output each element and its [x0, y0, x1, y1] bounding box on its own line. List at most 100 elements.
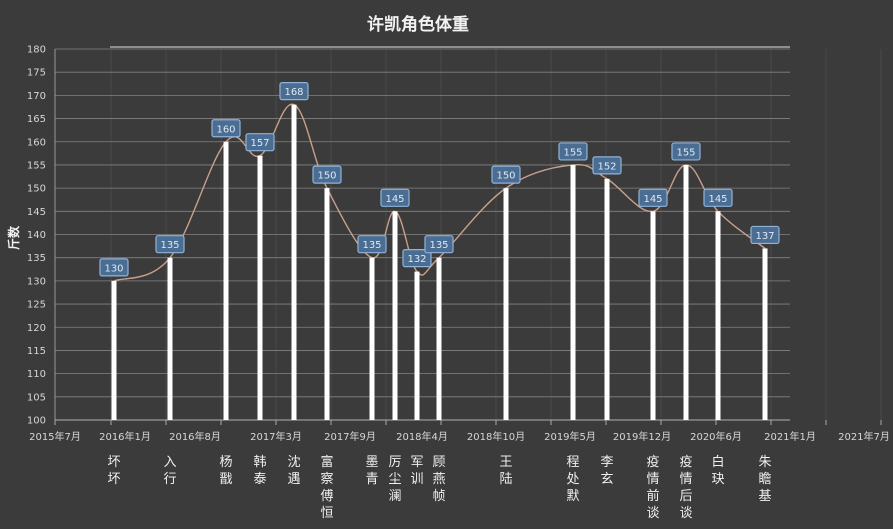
y-tick-label: 120 — [27, 323, 46, 334]
data-label-box — [592, 156, 622, 175]
data-label: 155 — [558, 142, 588, 161]
data-label-text: 135 — [362, 240, 381, 251]
category-label: 白玦 — [711, 454, 724, 487]
bar — [291, 104, 297, 421]
y-tick-label: 115 — [27, 346, 46, 357]
bar — [762, 248, 768, 420]
data-label: 135 — [357, 235, 387, 254]
category-label: 韩泰 — [253, 455, 266, 487]
bar — [436, 257, 442, 420]
data-label-text: 160 — [216, 124, 235, 135]
category-label: 厉尘澜 — [388, 455, 401, 504]
grid — [54, 46, 882, 421]
data-label-text: 150 — [496, 171, 515, 182]
data-label-box — [424, 235, 454, 254]
data-label-box — [558, 142, 588, 161]
y-tick-label: 135 — [27, 253, 46, 264]
x-tick-label: 2016年8月 — [169, 430, 221, 443]
data-label: 145 — [638, 188, 668, 207]
data-label: 157 — [245, 133, 275, 152]
data-label-text: 130 — [104, 263, 123, 274]
x-tick-label: 2017年3月 — [250, 430, 302, 443]
bar — [683, 164, 689, 420]
data-label: 132 — [402, 249, 432, 268]
data-label-box — [357, 235, 387, 254]
chart-title: 许凯角色体重 — [367, 14, 469, 35]
data-label-box — [245, 133, 275, 152]
y-tick-label: 125 — [27, 300, 46, 311]
data-label: 160 — [211, 119, 241, 138]
data-label-box — [671, 142, 701, 161]
y-tick-label: 150 — [27, 184, 46, 195]
data-label: 168 — [279, 82, 309, 101]
bar — [650, 211, 656, 420]
category-label: 入行 — [163, 455, 176, 487]
y-tick-label: 175 — [27, 68, 46, 79]
x-axis-ticks: 2015年7月 2016年1月 2016年8月 2017年3月 2017年9月 2018年… — [29, 420, 890, 443]
data-label-box — [638, 188, 668, 207]
data-label-box — [211, 119, 241, 138]
bar — [257, 155, 263, 420]
data-label: 152 — [592, 156, 622, 175]
data-label: 145 — [703, 188, 733, 207]
y-tick-label: 170 — [27, 91, 46, 102]
y-axis-label: 斤数 — [6, 225, 21, 250]
category-label: 沈遇 — [287, 455, 300, 487]
bar — [570, 164, 576, 420]
y-tick-label: 180 — [27, 45, 46, 56]
data-label: 150 — [312, 165, 342, 184]
data-label-box — [155, 235, 185, 254]
data-label-text: 155 — [563, 147, 582, 158]
data-labels: 1301351601571681501351451321351501551521… — [99, 82, 780, 277]
data-label-text: 152 — [597, 161, 616, 172]
y-tick-label: 110 — [27, 369, 46, 380]
category-label: 王陆 — [499, 455, 512, 487]
category-label: 坏坏 — [107, 455, 120, 487]
x-tick-label: 2019年12月 — [613, 430, 671, 443]
category-label: 杨戬 — [219, 455, 232, 487]
bar — [223, 141, 229, 420]
data-label: 135 — [424, 235, 454, 254]
bar — [167, 257, 173, 420]
bar — [715, 211, 721, 420]
data-label: 137 — [750, 225, 780, 245]
y-tick-label: 155 — [27, 160, 46, 171]
data-label-box — [380, 188, 410, 207]
data-label-box — [312, 165, 342, 184]
data-label: 145 — [380, 188, 410, 207]
y-axis-ticks: 100 105 110 115 120 125 130 135 140 145 150 155 160 1… — [27, 45, 46, 427]
category-label: 李玄 — [600, 455, 613, 487]
data-label-text: 135 — [160, 240, 179, 251]
y-tick-label: 105 — [27, 392, 46, 403]
category-label: 顾燕帧 — [432, 455, 445, 504]
category-label: 军训 — [410, 455, 423, 487]
data-label-text: 137 — [755, 231, 774, 242]
category-label: 富察傅恒 — [320, 454, 333, 521]
data-label-text: 145 — [385, 194, 404, 205]
x-tick-label: 2021年1月 — [764, 430, 816, 443]
x-tick-label: 2016年1月 — [99, 430, 151, 443]
data-label-text: 145 — [643, 194, 662, 205]
bar — [414, 271, 420, 420]
bars — [111, 104, 768, 421]
data-label-text: 135 — [429, 240, 448, 251]
category-label: 疫情后谈 — [679, 454, 692, 521]
bar — [392, 211, 398, 420]
data-label-text: 145 — [708, 194, 727, 205]
bar — [111, 280, 117, 420]
data-label: 150 — [491, 165, 521, 184]
data-label-text: 150 — [317, 171, 336, 182]
data-label-text: 157 — [250, 138, 269, 149]
bar — [369, 257, 375, 420]
data-label: 135 — [155, 235, 185, 254]
data-label-box — [750, 225, 780, 245]
y-tick-label: 160 — [27, 137, 46, 148]
bar — [324, 188, 330, 420]
data-label-box — [703, 188, 733, 207]
y-tick-label: 140 — [27, 230, 46, 241]
category-label: 程处默 — [566, 455, 579, 504]
x-tick-label: 2017年9月 — [324, 430, 376, 443]
